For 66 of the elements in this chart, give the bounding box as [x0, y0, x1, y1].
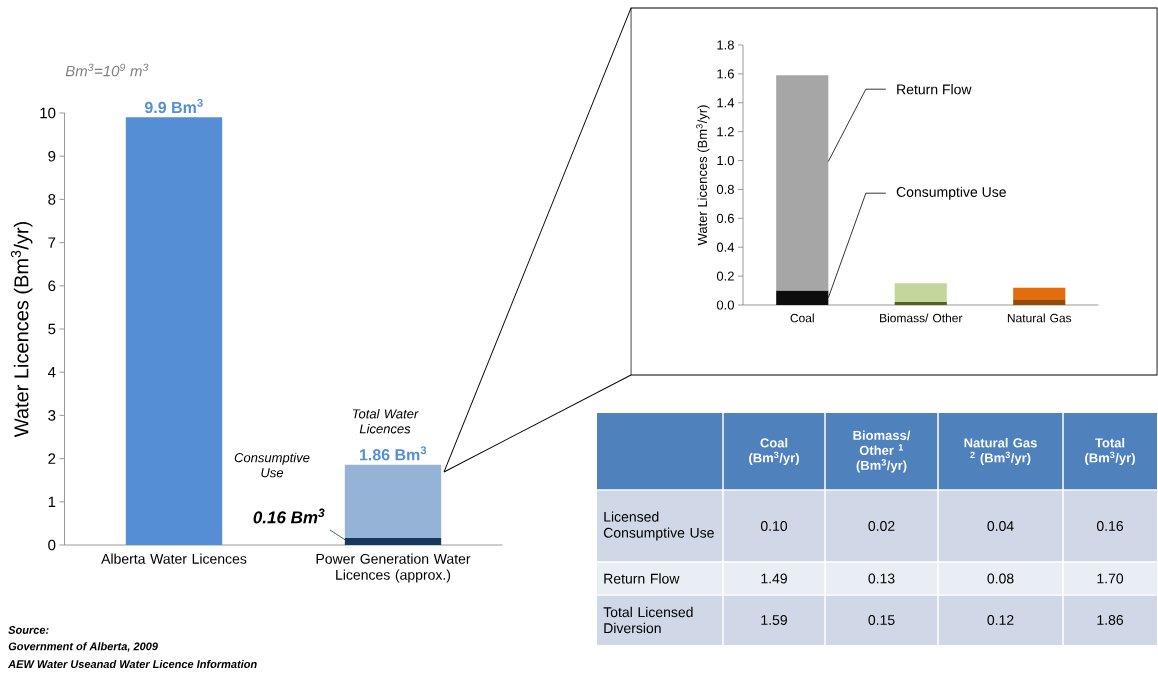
text: 0.12 — [987, 615, 1014, 625]
bar — [344, 464, 442, 539]
y-tick-label: 2 — [48, 453, 56, 464]
category-label: Biomass/ Other $^{1}$ (Bm$^{3}$/yr) — [853, 430, 911, 473]
text: 0.13 — [868, 573, 895, 584]
y-tick-label: 10 — [40, 107, 56, 119]
text: Bm$^{3}$=10$^{9}$ m$^{3}$ — [65, 63, 149, 77]
annotation: 9.9 Bm$^{3}$ — [144, 98, 203, 114]
annotation: Total Water Licences — [352, 408, 419, 434]
y-tick-label: 0 — [48, 539, 56, 551]
y-tick-label: 9 — [48, 150, 56, 162]
category-label: Natural Gas $^{2}$ (Bm$^{3}$/yr) — [964, 437, 1037, 466]
x-tick-label: Natural Gas — [1007, 313, 1072, 323]
y-tick-label: 0.0 — [716, 300, 734, 310]
text: 0.04 — [987, 521, 1014, 531]
y-tick-label: 6 — [48, 280, 56, 292]
text: 1.49 — [761, 573, 787, 584]
y-tick-label: 5 — [48, 323, 56, 335]
y-axis-title: Water Licences (Bm$^{3}$/yr) — [10, 222, 33, 438]
text: Consumptive Use — [896, 186, 1006, 200]
x-tick-label: Power Generation Water Licences (approx.) — [316, 553, 471, 583]
y-tick-label: 4 — [47, 367, 56, 378]
y-tick-label: 1.8 — [717, 40, 734, 50]
text: Government of Alberta, 2009 — [8, 642, 158, 652]
text: 1.86 — [1097, 615, 1124, 625]
y-tick-label: 7 — [48, 237, 56, 248]
text: 1.70 — [1097, 573, 1124, 584]
text: 0.10 — [760, 521, 788, 531]
y-tick-label: 1.2 — [717, 127, 734, 137]
y-tick-label: 0.4 — [716, 242, 735, 252]
y-tick-label: 0.8 — [716, 184, 734, 195]
bar — [125, 117, 223, 545]
y-tick-label: 1.6 — [717, 69, 734, 79]
bar — [776, 290, 829, 305]
bar — [1013, 299, 1066, 305]
category-label: Coal (Bm$^{3}$/yr) — [749, 437, 799, 466]
bar — [894, 302, 947, 305]
bar — [776, 75, 829, 291]
source-note: Source: — [8, 626, 49, 634]
text: Return Flow — [897, 84, 972, 95]
bar — [894, 283, 947, 303]
text: 0.08 — [987, 573, 1014, 584]
x-tick-label: Alberta Water Licences — [101, 553, 247, 564]
category-label: Total Licensed Diversion — [603, 606, 693, 634]
y-tick-label: 3 — [48, 410, 56, 421]
y-tick-label: 0.6 — [716, 213, 734, 223]
bar — [1013, 287, 1066, 300]
y-tick-label: 1.0 — [717, 155, 734, 166]
y-axis-title: Water Licences (Bm$^{3}$/yr) — [696, 105, 710, 246]
y-tick-label: 1 — [48, 496, 56, 507]
annotation: 1.86 Bm$^{3}$ — [359, 446, 427, 461]
annotation: Consumptive Use — [234, 452, 310, 478]
category-label: Total (Bm$^{3}$/yr) — [1085, 437, 1135, 466]
text: AEW Water Useanad Water Licence Information — [7, 659, 257, 669]
text: 1.59 — [761, 615, 787, 625]
text: 0.16 — [1096, 521, 1124, 531]
x-tick-label: Coal — [790, 313, 814, 323]
category-label: Licensed Consumptive Use — [603, 511, 714, 541]
text: 0.15 — [868, 615, 895, 625]
y-tick-label: 8 — [48, 194, 56, 205]
category-label: Return Flow — [604, 573, 680, 584]
annotation: 0.16 Bm$^{3}$ — [253, 508, 325, 524]
text: 0.02 — [868, 521, 895, 531]
y-tick-label: 1.4 — [717, 98, 735, 108]
y-tick-label: 0.2 — [716, 271, 734, 281]
x-tick-label: Biomass/ Other — [880, 313, 963, 323]
